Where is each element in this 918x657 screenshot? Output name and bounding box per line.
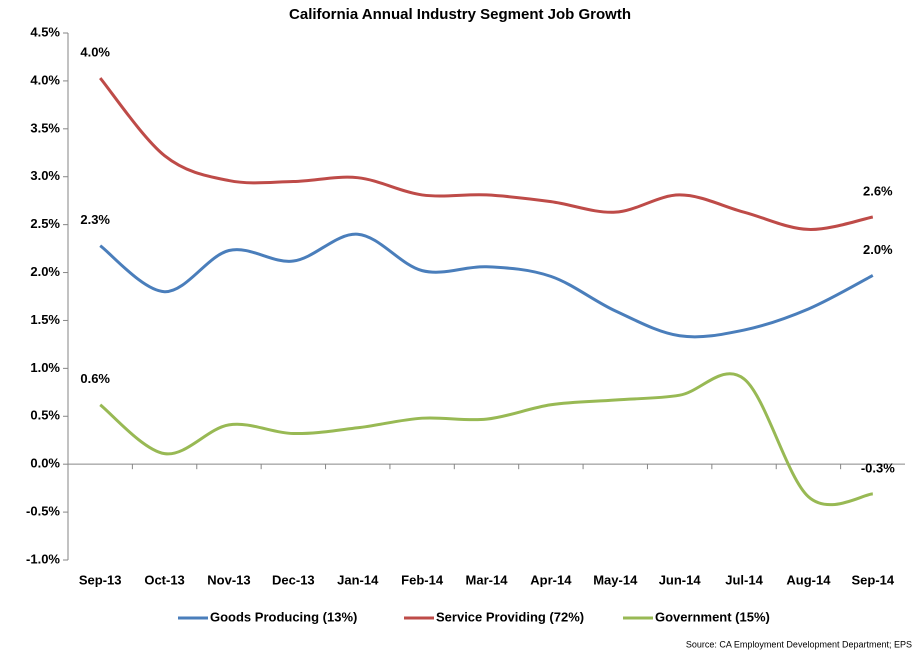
y-tick-label: 2.5%	[30, 216, 60, 231]
x-tick-label: Mar-14	[466, 572, 509, 587]
x-tick-label: Feb-14	[401, 572, 444, 587]
x-tick-label: Sep-13	[79, 572, 122, 587]
x-tick-label: Apr-14	[530, 572, 572, 587]
y-tick-label: -1.0%	[26, 551, 60, 566]
y-tick-label: 3.5%	[30, 120, 60, 135]
y-tick-label: 2.0%	[30, 264, 60, 279]
data-label: 0.6%	[80, 371, 110, 386]
source-note: Source: CA Employment Development Depart…	[686, 639, 912, 649]
x-tick-label: Sep-14	[851, 572, 894, 587]
y-tick-label: 4.0%	[30, 72, 60, 87]
legend-label: Government (15%)	[655, 609, 770, 624]
y-tick-label: 1.5%	[30, 312, 60, 327]
y-tick-label: 1.0%	[30, 360, 60, 375]
data-label: 2.3%	[80, 212, 110, 227]
data-label: -0.3%	[861, 460, 895, 475]
y-tick-label: 4.5%	[30, 24, 60, 39]
y-tick-label: 0.0%	[30, 456, 60, 471]
y-tick-label: -0.5%	[26, 504, 60, 519]
data-label: 2.6%	[863, 183, 893, 198]
x-tick-label: Nov-13	[207, 572, 250, 587]
chart-title: California Annual Industry Segment Job G…	[289, 6, 631, 23]
x-tick-label: Oct-13	[144, 572, 184, 587]
x-tick-label: Jun-14	[659, 572, 702, 587]
data-label: 2.0%	[863, 242, 893, 257]
series-line	[99, 77, 874, 231]
legend-label: Service Providing (72%)	[436, 609, 584, 624]
data-label: 4.0%	[80, 44, 110, 59]
y-tick-label: 3.0%	[30, 168, 60, 183]
y-tick-label: 0.5%	[30, 408, 60, 423]
series-line	[99, 232, 874, 339]
x-tick-label: May-14	[593, 572, 638, 587]
x-tick-label: Aug-14	[786, 572, 831, 587]
x-tick-label: Jul-14	[725, 572, 763, 587]
x-tick-label: Jan-14	[337, 572, 379, 587]
legend-label: Goods Producing (13%)	[210, 609, 357, 624]
series-line	[99, 372, 874, 507]
x-tick-label: Dec-13	[272, 572, 315, 587]
